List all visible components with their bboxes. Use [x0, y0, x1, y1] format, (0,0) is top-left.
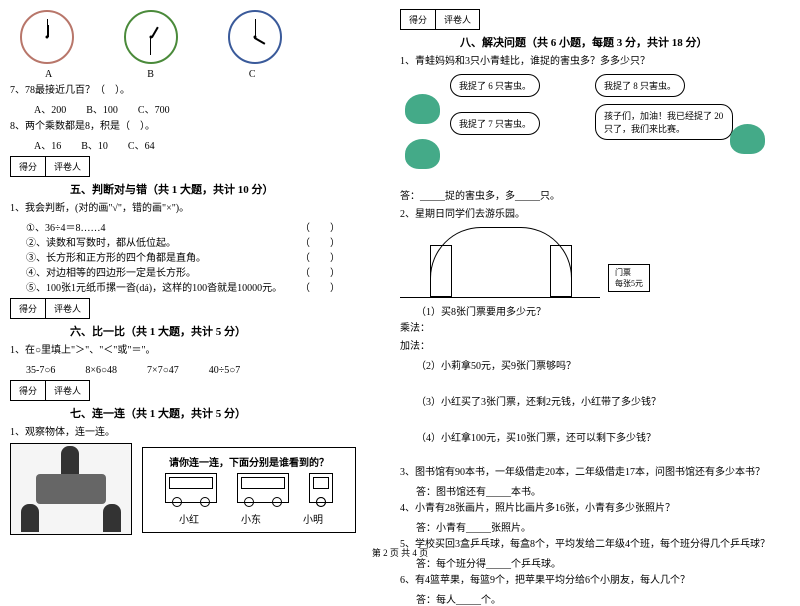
paren-blank: （ ） [300, 264, 340, 279]
section-5-title: 五、判断对与错（共 1 大题，共计 10 分） [70, 181, 380, 197]
bus-box: 请你连一连，下面分别是谁看到的？ 小红 小东 小明 [142, 447, 356, 533]
grader-label: 评卷人 [46, 157, 89, 176]
score-label: 得分 [11, 381, 46, 400]
sec8-s1b: 加法： [400, 339, 770, 354]
paren-blank: （ ） [300, 279, 340, 294]
bus-name-1: 小红 [179, 511, 199, 526]
paren-blank: （ ） [300, 219, 340, 234]
paren-blank: （ ） [300, 249, 340, 264]
sec8-a4: 答：小青有_____张照片。 [416, 519, 770, 534]
sec8-s1a: 乘法： [400, 321, 770, 336]
sec5-item-3: ③、长方形和正方形的四个角都是直角。 [26, 253, 206, 264]
ticket-label: 门票 [615, 267, 643, 278]
clock-label-a: A [45, 69, 52, 80]
gate-image: 门票每张5元 [400, 227, 600, 298]
frog-scene: 我捉了 6 只害虫。 我捉了 8 只害虫。 我捉了 7 只害虫。 孩子们，加油！… [400, 74, 770, 184]
sec5-item-4: ④、对边相等的四边形一定是长方形。 [26, 268, 196, 279]
grader-label: 评卷人 [436, 10, 479, 29]
section-8-title: 八、解决问题（共 6 小题，每题 3 分，共计 18 分） [460, 34, 770, 50]
score-label: 得分 [401, 10, 436, 29]
clock-label-c: C [249, 69, 256, 80]
sec6-intro: 1、在○里填上"＞"、"＜"或"＝"。 [10, 343, 380, 358]
score-box-7: 得分评卷人 [10, 380, 90, 401]
sec6-expr: 35-7○6 8×6○48 7×7○47 40÷5○7 [26, 361, 380, 376]
grader-label: 评卷人 [46, 381, 89, 400]
speech-bubble-1: 我捉了 6 只害虫。 [450, 74, 540, 97]
clock-label-b: B [147, 69, 154, 80]
sec5-intro: 1、我会判断，(对的画"√"，错的画"×")。 [10, 201, 380, 216]
clock-c [228, 10, 282, 64]
sec7-intro: 1、观察物体，连一连。 [10, 425, 380, 440]
sec8-s3: （3）小红买了3张门票，还剩2元钱，小红带了多少钱？ [416, 393, 770, 408]
bus-name-3: 小明 [303, 511, 323, 526]
sec5-item-5: ⑤、100张1元纸币摞一沓(dá)，这样的100沓就是10000元。 [26, 283, 282, 294]
sec8-q6: 6、有4篮苹果，每篮9个，把苹果平均分给6个小朋友，每人几个？ [400, 573, 770, 588]
speech-bubble-2: 我捉了 8 只害虫。 [595, 74, 685, 97]
grader-label: 评卷人 [46, 299, 89, 318]
frog-icon [730, 124, 765, 154]
q8-opt-c: C、64 [128, 141, 155, 152]
page-footer: 第 2 页 共 4 页 [0, 546, 800, 559]
scene-image [10, 443, 132, 535]
q8-opt-a: A、16 [34, 141, 61, 152]
bus-icon [309, 473, 333, 503]
sec8-s1: （1）买8张门票要用多少元？ [416, 303, 770, 318]
bus-name-2: 小东 [241, 511, 261, 526]
bus-icon [237, 473, 289, 503]
q7-opt-a: A、200 [34, 105, 66, 116]
sec5-item-2: ②、读数和写数时，都从低位起。 [26, 238, 176, 249]
sec8-a1: 答：_____捉的害虫多，多_____只。 [400, 189, 770, 204]
question-8: 8、两个乘数都是8，积是（ ）。 [10, 119, 380, 134]
clock-a [20, 10, 74, 64]
paren-blank: （ ） [300, 234, 340, 249]
section-6-title: 六、比一比（共 1 大题，共计 5 分） [70, 323, 380, 339]
sec5-item-1: ①、36÷4＝8……4 [26, 223, 105, 234]
ticket-price: 每张5元 [615, 278, 643, 289]
sec8-q4: 4、小青有28张画片，照片比画片多16张，小青有多少张照片？ [400, 501, 770, 516]
speech-bubble-3: 我捉了 7 只害虫。 [450, 112, 540, 135]
sec8-q3: 3、图书馆有90本书，一年级借走20本，二年级借走17本，问图书馆还有多少本书？ [400, 465, 770, 480]
score-box-6: 得分评卷人 [10, 298, 90, 319]
frog-icon [405, 94, 440, 124]
score-box-5: 得分评卷人 [10, 156, 90, 177]
frog-icon [405, 139, 440, 169]
speech-bubble-4: 孩子们，加油！我已经捉了 20 只了，我们来比赛。 [595, 104, 733, 140]
section-7-title: 七、连一连（共 1 大题，共计 5 分） [70, 405, 380, 421]
score-label: 得分 [11, 299, 46, 318]
q7-opt-c: C、700 [138, 105, 170, 116]
sec8-q1: 1、青蛙妈妈和3只小青蛙比，谁捉的害虫多？多多少只？ [400, 54, 770, 69]
score-box-8: 得分评卷人 [400, 9, 480, 30]
sec8-s4: （4）小红拿100元，买10张门票，还可以剩下多少钱？ [416, 429, 770, 444]
sec8-s2: （2）小莉拿50元，买9张门票够吗？ [416, 357, 770, 372]
bus-title: 请你连一连，下面分别是谁看到的？ [149, 454, 329, 469]
score-label: 得分 [11, 157, 46, 176]
question-7: 7、78最接近几百？（ ）。 [10, 83, 380, 98]
q8-opt-b: B、10 [81, 141, 108, 152]
clock-b [124, 10, 178, 64]
sec8-a3: 答：图书馆还有_____本书。 [416, 483, 770, 498]
sec8-a6: 答：每人_____个。 [416, 591, 770, 606]
bus-icon [165, 473, 217, 503]
q7-opt-b: B、100 [86, 105, 118, 116]
sec8-q2: 2、星期日同学们去游乐园。 [400, 207, 770, 222]
